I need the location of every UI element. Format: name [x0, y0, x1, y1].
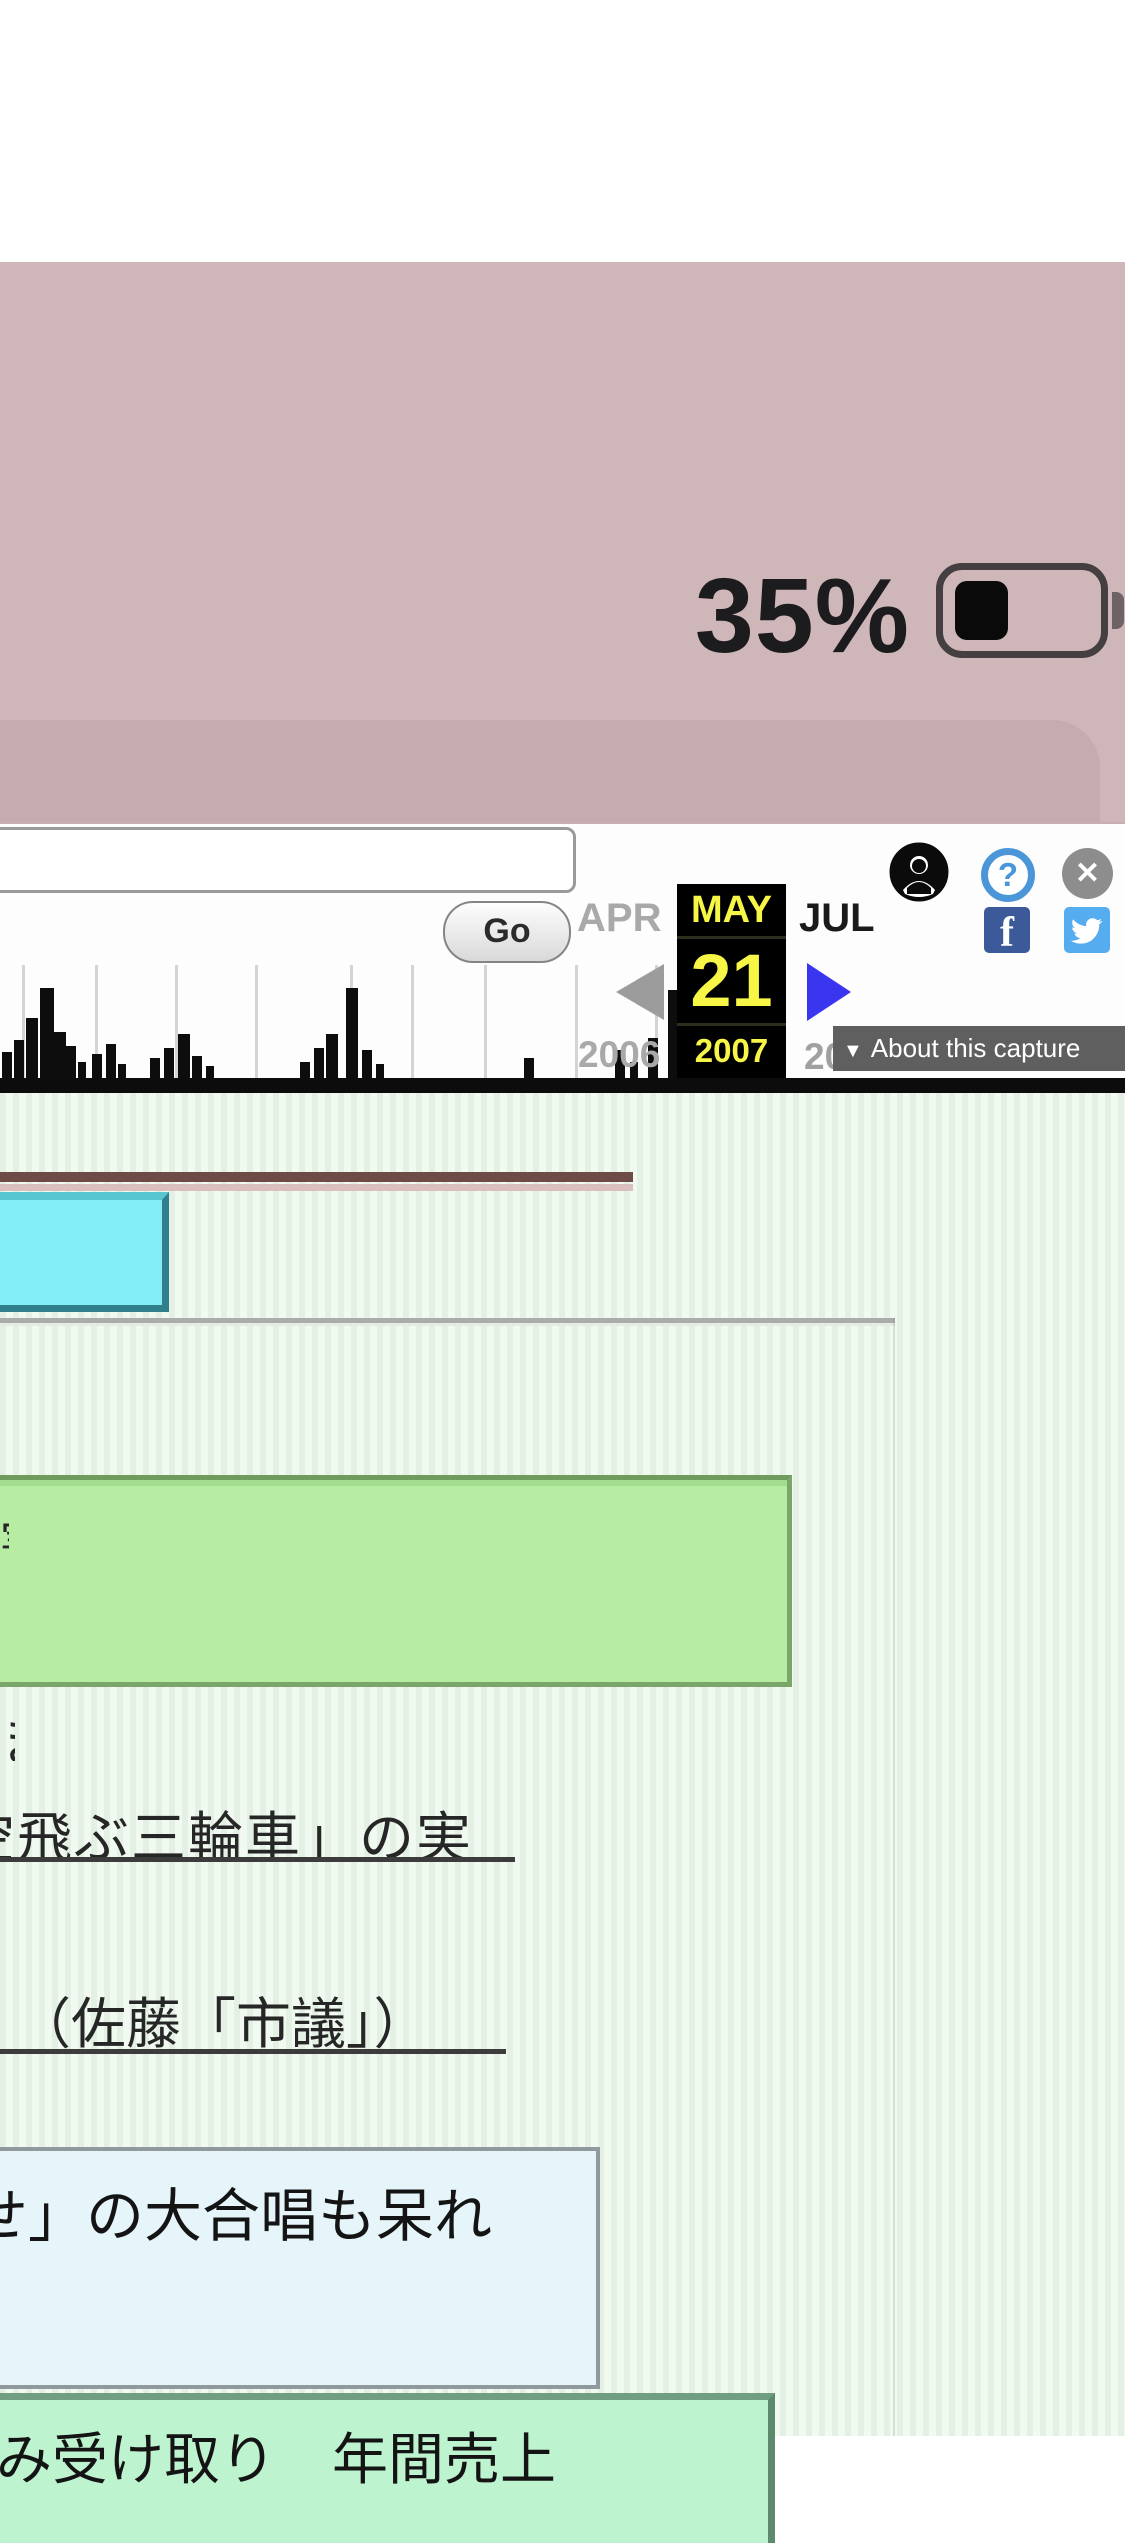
profile-icon[interactable] — [889, 842, 949, 902]
article-link-sanrinsha[interactable]: 空飛ぶ三輪車」の実 — [0, 1793, 515, 1862]
timeline-gridline — [22, 965, 25, 1078]
twitter-share-icon[interactable] — [1064, 907, 1110, 953]
prev-month-label[interactable]: APR — [577, 896, 662, 940]
screenshot-top-margin — [0, 0, 1125, 262]
timeline-gridline — [175, 965, 178, 1078]
column-divider-line — [893, 1318, 895, 2436]
capture-timeline[interactable] — [0, 965, 738, 1078]
timeline-capture-bar[interactable] — [376, 1064, 384, 1078]
timeline-capture-bar[interactable] — [54, 1032, 66, 1078]
wayback-url-input[interactable] — [0, 827, 576, 893]
capture-year: 2007 — [694, 1032, 769, 1069]
next-capture-arrow-icon[interactable] — [807, 963, 851, 1021]
timeline-capture-bar[interactable] — [2, 1052, 12, 1078]
horizontal-rule-gray — [0, 1318, 895, 1323]
archived-page: 実 ま 空飛ぶ三輪車」の実 （佐藤「市議」） せ」の大合唱も呆れ み受け取り 年… — [0, 1093, 1125, 2543]
current-capture-date-box[interactable]: MAY 21 2007 — [677, 884, 786, 1078]
timeline-capture-bar[interactable] — [78, 1062, 86, 1078]
toolbar-bottom-bar — [0, 1078, 1125, 1095]
timeline-capture-bar[interactable] — [118, 1064, 126, 1078]
timeline-capture-bar[interactable] — [192, 1056, 202, 1078]
blue-box-text: せ」の大合唱も呆れ — [0, 2184, 493, 2249]
timeline-capture-bar[interactable] — [26, 1018, 38, 1078]
timeline-capture-bar[interactable] — [615, 1050, 625, 1078]
timeline-capture-bar[interactable] — [40, 988, 54, 1078]
clipped-text-fragment: 実 — [0, 1505, 9, 1551]
timeline-capture-bar[interactable] — [300, 1062, 310, 1078]
close-toolbar-icon[interactable]: ✕ — [1062, 848, 1113, 899]
timeline-capture-bar[interactable] — [648, 1038, 658, 1078]
timeline-capture-bar[interactable] — [106, 1044, 116, 1078]
timeline-capture-bar[interactable] — [346, 988, 358, 1078]
battery-percent-label: 35% — [694, 557, 910, 675]
wayback-toolbar: Go APR 2006 2008 MAY 21 2007 JUL ? ✕ f ▼… — [0, 822, 1125, 1095]
timeline-capture-bar[interactable] — [164, 1048, 174, 1078]
timeline-capture-bar[interactable] — [92, 1054, 102, 1078]
datebox-divider — [677, 1023, 786, 1026]
mint-article-box[interactable]: み受け取り 年間売上 — [0, 2393, 775, 2543]
timeline-capture-bar[interactable] — [150, 1058, 160, 1078]
timeline-capture-bar[interactable] — [630, 1062, 638, 1078]
timeline-capture-bar[interactable] — [178, 1034, 190, 1078]
timeline-gridline — [95, 965, 98, 1078]
timeline-capture-bar[interactable] — [326, 1034, 338, 1078]
timeline-gridline — [484, 965, 487, 1078]
prev-year-label: 2006 — [578, 1034, 661, 1075]
battery-icon — [936, 563, 1108, 658]
browser-chrome: 35% .org — [0, 262, 1125, 1396]
next-month-label[interactable]: JUL — [799, 896, 875, 940]
tooltip-label: About this capture — [870, 1033, 1081, 1063]
facebook-share-icon[interactable]: f — [984, 907, 1030, 953]
timeline-capture-bar[interactable] — [362, 1050, 372, 1078]
timeline-gridline — [575, 965, 578, 1078]
article-link-sato-shigi[interactable]: （佐藤「市議」） — [0, 1979, 506, 2054]
datebox-divider — [677, 936, 786, 939]
cyan-form-button[interactable] — [0, 1192, 169, 1312]
green-highlight-box — [0, 1475, 792, 1687]
help-icon[interactable]: ? — [981, 848, 1035, 902]
timeline-capture-bar[interactable] — [206, 1066, 214, 1078]
horizontal-rule-brown — [0, 1172, 633, 1182]
horizontal-rule-brown-shadow — [0, 1184, 633, 1191]
mint-box-text: み受け取り 年間売上 — [0, 2430, 556, 2492]
capture-month: MAY — [691, 889, 772, 931]
about-this-capture-tooltip: ▼ About this capture — [833, 1026, 1125, 1071]
battery-cap — [1112, 592, 1124, 629]
capture-day: 21 — [690, 939, 773, 1022]
tooltip-caret-icon: ▼ — [843, 1040, 863, 1062]
timeline-gridline — [411, 965, 414, 1078]
timeline-capture-bar[interactable] — [314, 1048, 324, 1078]
timeline-capture-bar[interactable] — [66, 1046, 76, 1078]
timeline-capture-bar[interactable] — [14, 1040, 24, 1078]
previous-capture-arrow-icon[interactable] — [616, 964, 664, 1020]
go-button[interactable]: Go — [443, 901, 571, 963]
clipped-text-fragment: ま — [0, 1697, 15, 1761]
timeline-gridline — [255, 965, 258, 1078]
timeline-capture-bar[interactable] — [524, 1058, 534, 1078]
battery-fill — [955, 581, 1008, 640]
timeline-gridline — [655, 965, 658, 1078]
blue-article-box[interactable]: せ」の大合唱も呆れ — [0, 2147, 600, 2389]
link-text: （佐藤「市議」） — [16, 1994, 429, 2054]
